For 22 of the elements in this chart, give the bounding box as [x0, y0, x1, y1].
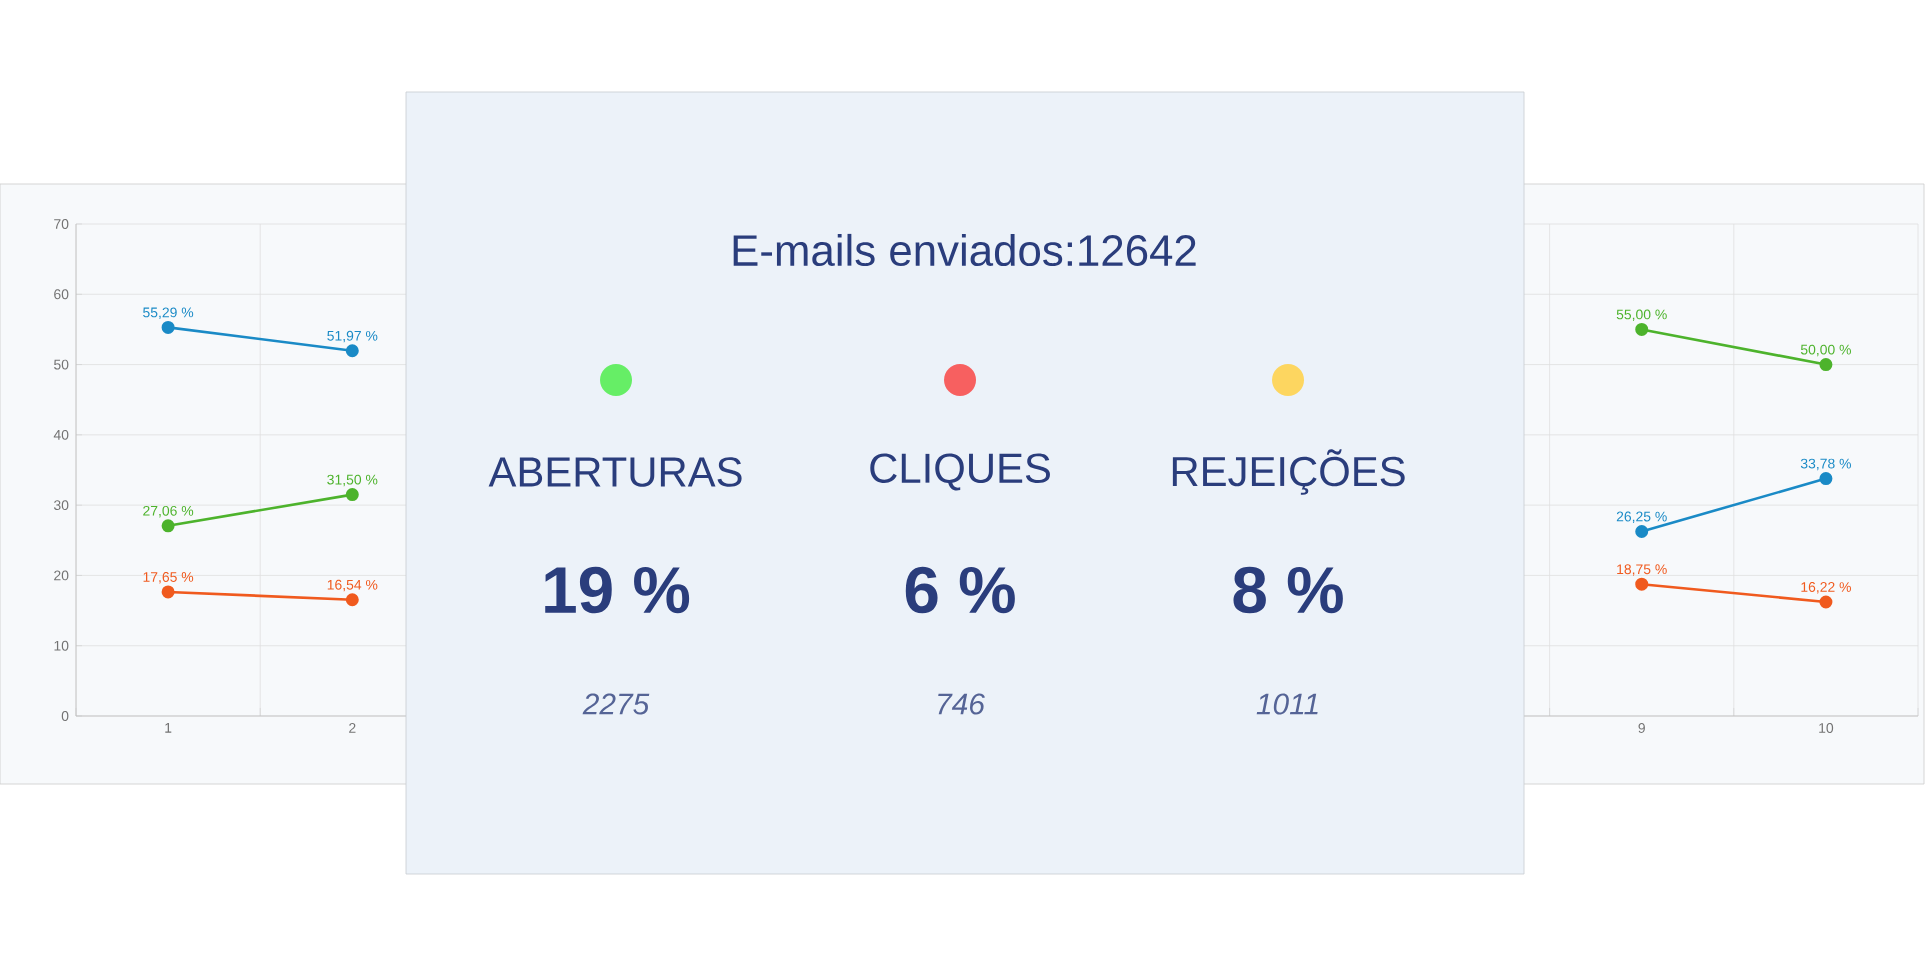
text: E-mails enviados:12642 [733, 233, 1196, 267]
annotation: 746 [938, 693, 985, 715]
point [161, 519, 175, 533]
point [1819, 358, 1833, 372]
point [1635, 322, 1649, 336]
point [1819, 472, 1833, 486]
text: 19 % [545, 566, 690, 614]
point [161, 585, 175, 599]
category-label: REJEIÇÕES [1172, 449, 1405, 495]
point [345, 344, 359, 358]
point [1635, 525, 1649, 538]
category-label: CLIQUES [870, 453, 1050, 491]
point [345, 593, 359, 607]
point [161, 320, 175, 334]
point [345, 488, 359, 502]
annotation: 2275 [582, 693, 650, 715]
text: 6 % [905, 566, 1015, 614]
category-label: ABERTURAS [488, 457, 742, 487]
annotation: 1011 [1256, 693, 1318, 715]
point [1635, 577, 1649, 591]
text: 8 % [1233, 566, 1343, 614]
point [1819, 595, 1833, 609]
